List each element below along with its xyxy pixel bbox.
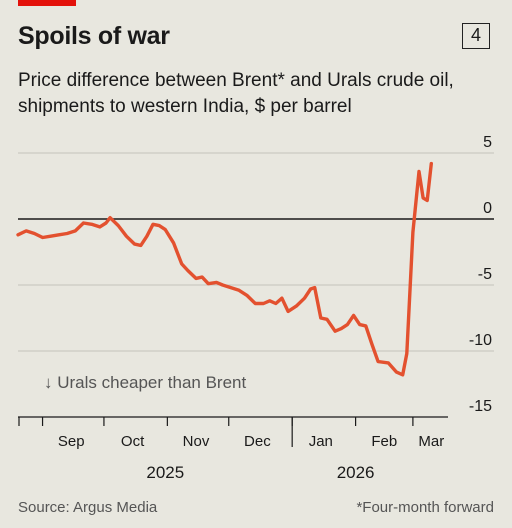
chart-title: Spoils of war — [18, 22, 170, 50]
x-tick-label: Jan — [309, 433, 333, 450]
x-tick-label: Nov — [183, 433, 210, 450]
annotation-urals-cheaper: ↓ Urals cheaper than Brent — [44, 373, 246, 392]
x-tick-label: Mar — [418, 433, 444, 450]
y-tick-label: -5 — [478, 266, 492, 283]
y-tick-label: 0 — [483, 200, 492, 217]
brand-accent-bar — [18, 0, 76, 6]
y-tick-label: -10 — [469, 332, 492, 349]
footnote: *Four-month forward — [356, 499, 494, 516]
x-tick-label: Sep — [58, 433, 85, 450]
y-tick-label: -15 — [469, 398, 492, 415]
chart-number-badge: 4 — [462, 23, 490, 49]
x-tick-label: Dec — [244, 433, 271, 450]
source-note: Source: Argus Media — [18, 499, 158, 516]
year-label: 2025 — [146, 463, 184, 482]
x-tick-label: Feb — [371, 433, 397, 450]
y-tick-label: 5 — [483, 134, 492, 151]
year-label: 2026 — [337, 463, 375, 482]
x-tick-label: Oct — [121, 433, 145, 450]
chart-subtitle: Price difference between Brent* and Ural… — [18, 70, 454, 117]
series-line-brent-urals-spread — [16, 161, 433, 377]
